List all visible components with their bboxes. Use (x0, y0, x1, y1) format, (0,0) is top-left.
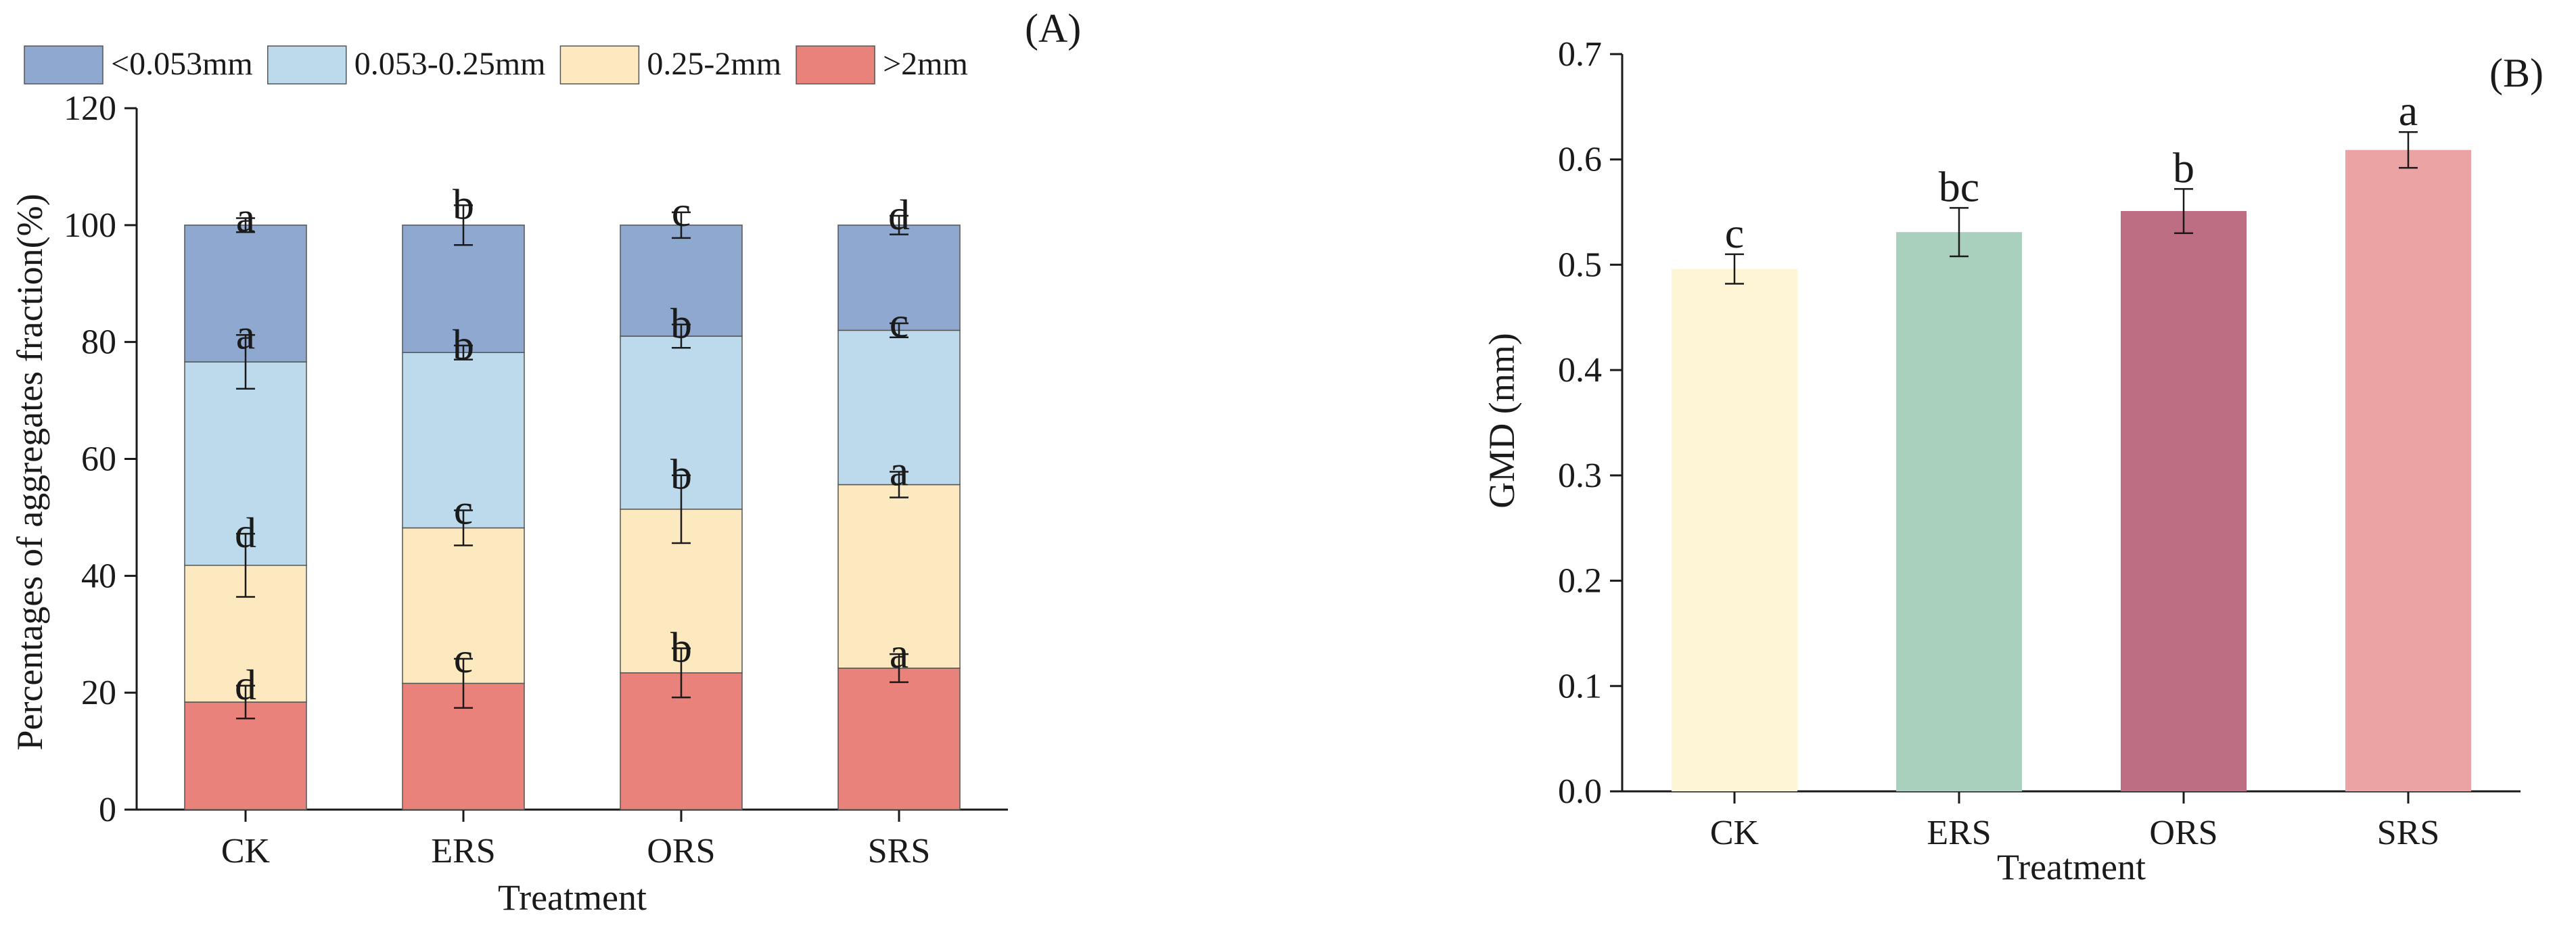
bars-a (184, 225, 961, 810)
chart-a: (A) <0.053mm 0.053-0.25mm 0.25-2mm >2mm 0 20… (9, 6, 1081, 918)
panel-label-b: (B) (2489, 51, 2544, 95)
legend-swatch-0-053-0-25mm (267, 45, 347, 85)
bar-0-25-2mm-srs (837, 484, 961, 669)
y-axis-title-a: Percentages of aggregates fraction(%) (9, 193, 50, 750)
bars-b (1672, 149, 2471, 792)
significance-letter: a (2399, 87, 2418, 135)
y-tick-label-a: 20 (81, 674, 116, 712)
bar-2mm-srs (837, 668, 961, 810)
x-tick-label-b: ERS (1927, 814, 1991, 852)
significance-letter: c (454, 634, 473, 682)
bar-0-053-0-25mm-srs (837, 329, 961, 486)
error-bars-b (1725, 131, 2418, 285)
y-tick-label-a: 80 (81, 323, 116, 362)
y-tick-label-b: 0.0 (1558, 772, 1602, 811)
significance-letter: d (235, 661, 256, 709)
x-tick-label-a: SRS (868, 832, 931, 870)
y-tick-label-b: 0.7 (1558, 35, 1602, 74)
bar-0-053-0-25mm-ers (402, 352, 525, 529)
x-tick-label-b: SRS (2377, 814, 2440, 852)
significance-letter: a (236, 193, 255, 241)
chart-b: (B) 0.00.10.20.30.40.50.60.7CK ERS ORS SRS … (1481, 35, 2544, 887)
significance-letter: d (235, 509, 256, 557)
y-tick-label-a: 0 (99, 791, 116, 829)
significance-letter: b (670, 623, 692, 671)
panel-label-a: (A) (1025, 6, 1081, 51)
significance-letter: bc (1939, 162, 1979, 210)
y-tick-label-b: 0.2 (1558, 562, 1602, 601)
significance-letters-b: c bc b a (1725, 87, 2418, 257)
significance-letter: c (454, 486, 473, 534)
bar-gmd-ors (2121, 211, 2247, 791)
y-axis-title-b: GMD (mm) (1481, 333, 1522, 508)
significance-letter: c (672, 187, 691, 235)
y-tick-label-b: 0.6 (1558, 141, 1602, 179)
legend-label-0-053-0-25mm: 0.053-0.25mm (354, 46, 546, 82)
legend-swatch-0-053mm (24, 45, 104, 85)
bar-gmd-ers (1896, 232, 2022, 792)
bar-0-053mm-srs (837, 225, 961, 331)
y-tick-label-a: 120 (64, 89, 116, 128)
y-tick-label-b: 0.3 (1558, 457, 1602, 495)
bar-0-053-0-25mm-ck (184, 361, 307, 566)
significance-letter: b (453, 180, 474, 228)
significance-letter: b (670, 300, 692, 348)
bar-2mm-ck (184, 701, 307, 810)
bar-gmd-srs (2345, 149, 2471, 791)
y-tick-label-b: 0.5 (1558, 246, 1602, 284)
significance-letters-a: d d a a c c b b b b b c a a c d (235, 180, 910, 708)
significance-letter: c (1725, 209, 1744, 257)
y-tick-label-b: 0.4 (1558, 351, 1602, 390)
x-tick-label-a: ERS (431, 832, 495, 870)
legend-swatch-2mm (796, 45, 875, 85)
y-tick-label-a: 40 (81, 557, 116, 595)
y-tick-label-a: 60 (81, 440, 116, 479)
y-tick-label-b: 0.1 (1558, 667, 1602, 705)
significance-letter: b (453, 321, 474, 369)
legend-label-2mm: >2mm (883, 46, 968, 82)
x-tick-label-a: CK (221, 832, 271, 870)
significance-letter: c (890, 298, 908, 346)
y-tick-label-a: 100 (64, 206, 116, 245)
bar-0-053mm-ers (402, 225, 525, 353)
x-tick-label-b: ORS (2149, 814, 2217, 852)
bar-0-053mm-ors (620, 225, 743, 337)
x-tick-label-b: CK (1710, 814, 1760, 852)
legend-label-0-053mm: <0.053mm (111, 46, 253, 82)
legend-swatch-0-25-2mm (559, 45, 640, 85)
significance-letter: b (2173, 143, 2194, 191)
x-axis-title-a: Treatment (498, 877, 647, 918)
bar-0-25-2mm-ers (402, 527, 525, 684)
legend-label-0-25-2mm: 0.25-2mm (647, 46, 781, 82)
x-tick-label-a: ORS (647, 832, 715, 870)
error-bars-a (236, 204, 908, 720)
x-axis-title-b: Treatment (1997, 847, 2146, 887)
legend-a: <0.053mm 0.053-0.25mm 0.25-2mm >2mm (24, 45, 968, 85)
significance-letter: a (890, 629, 908, 677)
significance-letter: b (670, 450, 692, 498)
bar-gmd-ck (1672, 269, 1797, 792)
significance-letter: d (888, 191, 910, 239)
significance-letter: a (236, 310, 255, 358)
axes-a: 0 20 40 60 80 100 120 CK ERS ORS SRS (64, 89, 1008, 870)
significance-letter: a (890, 447, 908, 495)
